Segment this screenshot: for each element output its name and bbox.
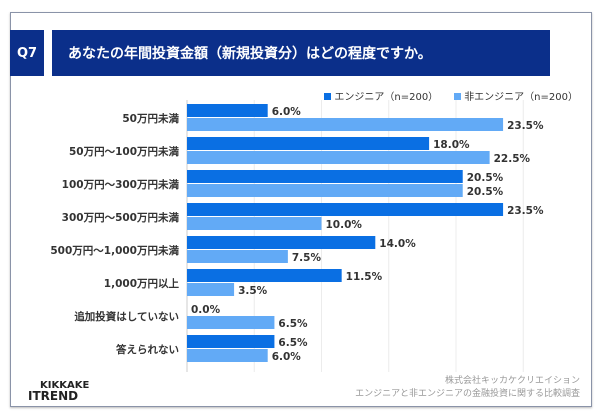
- bar: [187, 250, 288, 263]
- legend-item-engineer: エンジニア（n=200）: [324, 88, 438, 103]
- bar: [187, 335, 275, 348]
- category-label: 300万円～500万円未満: [62, 211, 180, 224]
- bar: [187, 104, 268, 117]
- data-label: 20.5%: [467, 172, 504, 184]
- category-label: 50万円未満: [122, 112, 179, 125]
- bar: [187, 236, 376, 249]
- category-label: 答えられない: [115, 343, 179, 356]
- bar: [187, 170, 463, 183]
- chart-frame: [10, 12, 592, 407]
- data-label: 6.5%: [278, 318, 308, 330]
- category-label: 追加投資はしていない: [74, 310, 179, 323]
- data-label: 14.0%: [379, 238, 416, 250]
- bar: [187, 137, 430, 150]
- bar: [187, 184, 463, 197]
- bar: [187, 151, 490, 164]
- data-label: 10.0%: [326, 219, 363, 231]
- bar: [187, 349, 268, 362]
- data-label: 6.0%: [272, 106, 302, 118]
- bar: [187, 217, 322, 230]
- data-label: 7.5%: [292, 252, 322, 264]
- legend-swatch: [454, 93, 462, 100]
- category-label: 500万円～1,000万円未満: [50, 244, 179, 257]
- category-label: 1,000万円以上: [104, 277, 180, 290]
- category-label: 100万円～300万円未満: [62, 178, 180, 191]
- data-label: 22.5%: [494, 153, 531, 165]
- bar: [187, 269, 342, 282]
- legend: エンジニア（n=200） 非エンジニア（n=200）: [324, 88, 578, 103]
- bar: [187, 316, 275, 329]
- question-number: Q7: [10, 30, 44, 76]
- data-label: 6.5%: [278, 337, 308, 349]
- legend-swatch: [324, 93, 332, 100]
- kikkake-itrend-logo: KIKKAKE ITREND: [28, 380, 90, 403]
- legend-item-non-engineer: 非エンジニア（n=200）: [454, 88, 578, 103]
- data-label: 11.5%: [346, 271, 383, 283]
- bar: [187, 118, 504, 131]
- data-label: 3.5%: [238, 285, 268, 297]
- bar: [187, 203, 504, 216]
- data-label: 0.0%: [191, 304, 221, 316]
- data-label: 23.5%: [507, 120, 544, 132]
- category-label: 50万円～100万円未満: [69, 145, 180, 158]
- data-label: 23.5%: [507, 205, 544, 217]
- data-label: 20.5%: [467, 186, 504, 198]
- chart-title: あなたの年間投資金額（新規投資分）はどの程度ですか。: [52, 30, 550, 76]
- source-note: 株式会社キッカケクリエイション エンジニアと非エンジニアの金融投資に関する比較調査: [355, 376, 580, 399]
- bar: [187, 283, 235, 296]
- data-label: 6.0%: [272, 351, 302, 363]
- data-label: 18.0%: [433, 139, 470, 151]
